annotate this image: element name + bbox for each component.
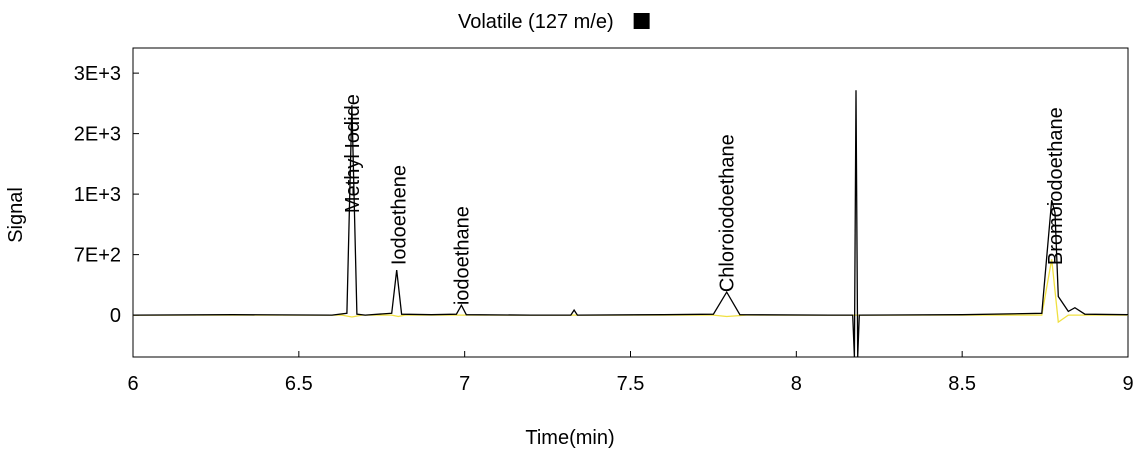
x-tick-label: 8.5 (948, 373, 976, 395)
data-line (132, 90, 1129, 358)
x-tick-label: 9 (1122, 373, 1133, 395)
peak-label: Chloroiodoethane (717, 134, 739, 292)
plot-frame (132, 47, 1129, 358)
x-tick-label: 7 (459, 373, 470, 395)
peak-label: Bromoiodoethane (1045, 107, 1067, 265)
y-tick-label: 7E+2 (74, 245, 121, 267)
x-tick-label: 7.5 (617, 373, 645, 395)
peak-label: Methyl Iodide (342, 94, 364, 213)
y-tick-label: 2E+3 (74, 124, 121, 146)
x-tick-label: 6 (127, 373, 138, 395)
legend-swatch (633, 13, 650, 29)
y-tick-label: 1E+3 (74, 184, 121, 206)
x-tick-label: 8 (791, 373, 802, 395)
x-tick-label: 6.5 (285, 373, 313, 395)
y-axis-label: Signal (5, 187, 27, 243)
peak-label: Iodoethene (388, 165, 410, 265)
y-tick-label: 3E+3 (74, 63, 121, 85)
y-tick-label: 0 (110, 305, 121, 327)
data-line (133, 259, 1128, 324)
legend-label: Volatile (127 m/e) (458, 11, 614, 33)
x-axis-label: Time(min) (525, 427, 614, 449)
peak-label: iodoethane (451, 206, 473, 305)
